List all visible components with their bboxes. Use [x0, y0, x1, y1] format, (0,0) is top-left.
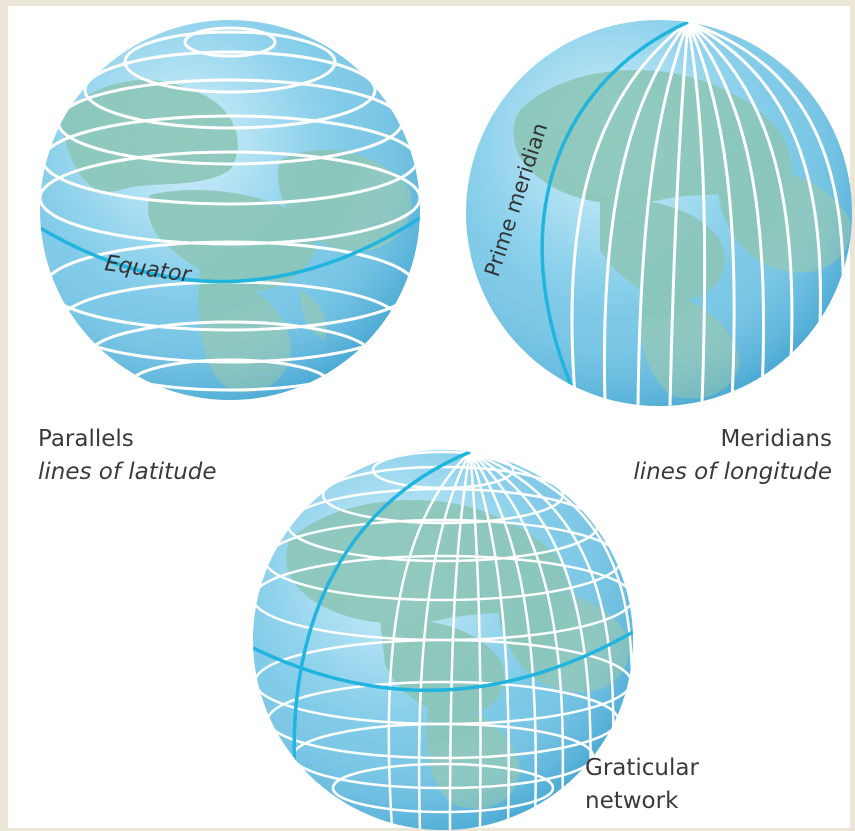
prime-meridian-line: [540, 20, 689, 396]
parallels-caption: Parallels lines of latitude: [38, 423, 217, 489]
meridians-caption-subtitle: lines of longitude: [633, 459, 832, 485]
globe-meridians: Prime meridian: [466, 20, 852, 406]
globe-parallels: Equator: [40, 20, 420, 400]
parallels-caption-subtitle: lines of latitude: [38, 459, 217, 485]
graticule-caption: Graticular network: [585, 752, 699, 818]
graticule-caption-line1: Graticular: [585, 755, 699, 781]
parallels-caption-title: Parallels: [38, 426, 134, 452]
meridians-caption: Meridians lines of longitude: [633, 423, 832, 489]
globe-graticule: [253, 450, 633, 830]
graticule-caption-line2: network: [585, 788, 679, 814]
graticule-parallels: [253, 450, 633, 814]
globe-shading: [40, 20, 420, 400]
meridians-caption-title: Meridians: [720, 426, 833, 452]
equator-line: [253, 630, 633, 693]
prime-meridian-line: [292, 450, 471, 829]
equator-line: [40, 216, 420, 284]
meridian-lines: [570, 20, 845, 406]
globe-shading: [466, 20, 852, 406]
